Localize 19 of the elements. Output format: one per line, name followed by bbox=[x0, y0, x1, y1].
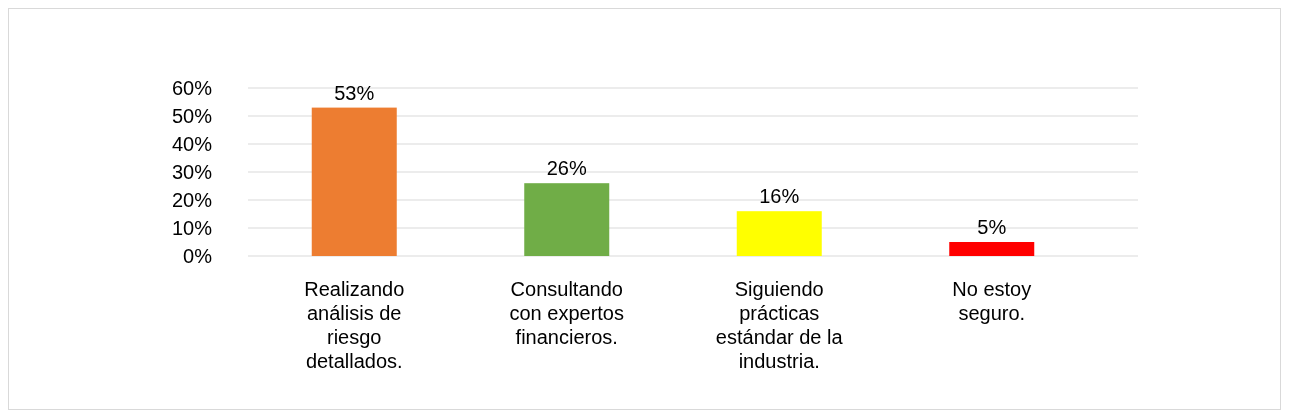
x-tick-label: Siguiendo prácticas estándar de la industria. bbox=[715, 278, 844, 372]
bar bbox=[524, 183, 610, 256]
bar bbox=[311, 107, 397, 256]
y-tick-label: 10% bbox=[171, 217, 213, 239]
y-tick-label: 0% bbox=[183, 245, 213, 267]
data-label: 5% bbox=[977, 216, 1007, 238]
y-tick-label: 50% bbox=[171, 105, 213, 127]
data-label: 53% bbox=[334, 81, 375, 104]
y-tick-label: 60% bbox=[171, 77, 213, 99]
data-label: 26% bbox=[546, 157, 587, 180]
x-tick-label: Realizando análisis de riesgo detallados. bbox=[304, 278, 405, 372]
y-tick-label: 30% bbox=[171, 161, 213, 183]
data-label: 16% bbox=[759, 185, 800, 208]
bar bbox=[949, 242, 1035, 256]
y-tick-label: 40% bbox=[171, 133, 213, 155]
bar bbox=[736, 211, 822, 256]
y-tick-label: 20% bbox=[171, 189, 213, 211]
x-tick-label: Consultando con expertos financieros. bbox=[509, 278, 625, 348]
x-tick-label: No estoy seguro. bbox=[952, 278, 1032, 324]
